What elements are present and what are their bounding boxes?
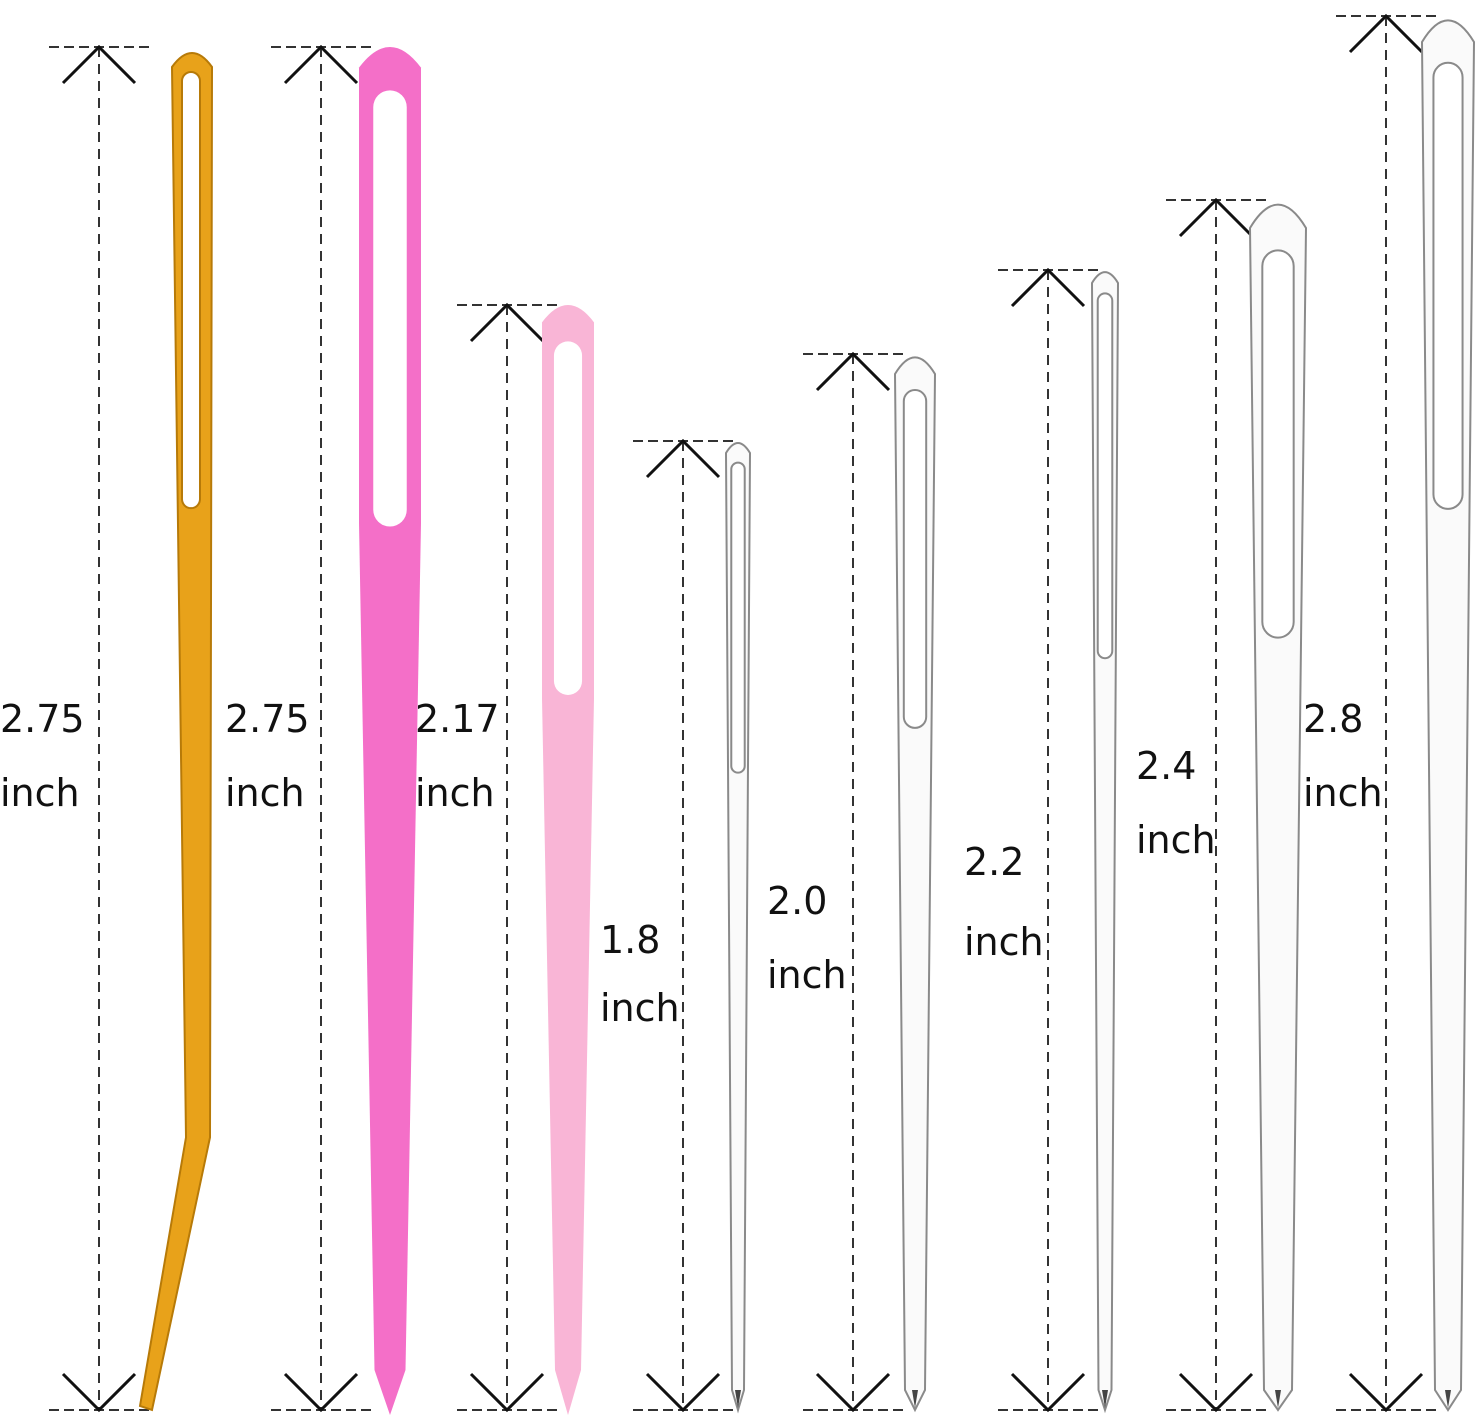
- arrow-down-icon: [283, 1372, 359, 1413]
- length-unit: inch: [767, 953, 847, 997]
- arrow-up-icon: [61, 44, 137, 85]
- arrow-up-icon: [1178, 197, 1254, 238]
- arrow-down-icon: [1010, 1372, 1086, 1413]
- label-needle-2: 2.75 inch: [225, 682, 310, 830]
- arrow-down-icon: [61, 1372, 137, 1413]
- length-value: 2.75: [225, 697, 310, 741]
- needle-eye: [553, 341, 583, 695]
- arrow-up-icon: [283, 44, 359, 85]
- length-unit: inch: [415, 771, 495, 815]
- length-unit: inch: [1136, 818, 1216, 862]
- label-needle-8: 2.8 inch: [1303, 682, 1383, 830]
- gold-needle: [138, 52, 214, 1412]
- arrow-up-icon: [645, 438, 721, 479]
- label-needle-1: 2.75 inch: [0, 682, 85, 830]
- needle-eye: [373, 90, 407, 527]
- needle-tip: [1275, 1390, 1281, 1408]
- arrow-up-icon: [469, 302, 545, 343]
- length-value: 1.8: [600, 918, 661, 962]
- label-needle-3: 2.17 inch: [415, 682, 500, 830]
- length-unit: inch: [964, 920, 1044, 964]
- length-value: 2.17: [415, 697, 500, 741]
- arrow-down-icon: [1348, 1372, 1424, 1413]
- arrow-up-icon: [815, 351, 891, 392]
- length-unit: inch: [1303, 771, 1383, 815]
- arrow-down-icon: [815, 1372, 891, 1413]
- needle-eye: [1432, 61, 1464, 510]
- length-value: 2.75: [0, 697, 85, 741]
- label-needle-5: 2.0 inch: [767, 864, 847, 1012]
- length-value: 2.4: [1136, 744, 1197, 788]
- length-value: 2.2: [964, 840, 1025, 884]
- length-value: 2.8: [1303, 697, 1364, 741]
- arrow-down-icon: [645, 1372, 721, 1413]
- needle-eye: [902, 389, 928, 729]
- needle-tip: [1445, 1390, 1451, 1408]
- label-needle-7: 2.4 inch: [1136, 729, 1216, 877]
- arrow-down-icon: [1178, 1372, 1254, 1413]
- length-value: 2.0: [767, 879, 828, 923]
- arrow-down-icon: [469, 1372, 545, 1413]
- needle-eye: [1261, 249, 1295, 639]
- arrow-up-icon: [1010, 267, 1086, 308]
- needle-eye: [1096, 292, 1114, 660]
- needle-eye: [181, 71, 201, 510]
- needle-eye: [730, 461, 746, 774]
- arrow-up-icon: [1348, 13, 1424, 54]
- needle-tip: [735, 1390, 741, 1408]
- needle-tip: [912, 1390, 918, 1408]
- label-needle-4: 1.8 inch: [600, 906, 680, 1042]
- length-unit: inch: [0, 771, 80, 815]
- length-unit: inch: [225, 771, 305, 815]
- length-unit: inch: [600, 986, 680, 1030]
- label-needle-6: 2.2 inch: [964, 822, 1044, 982]
- needle-tip: [1102, 1390, 1108, 1408]
